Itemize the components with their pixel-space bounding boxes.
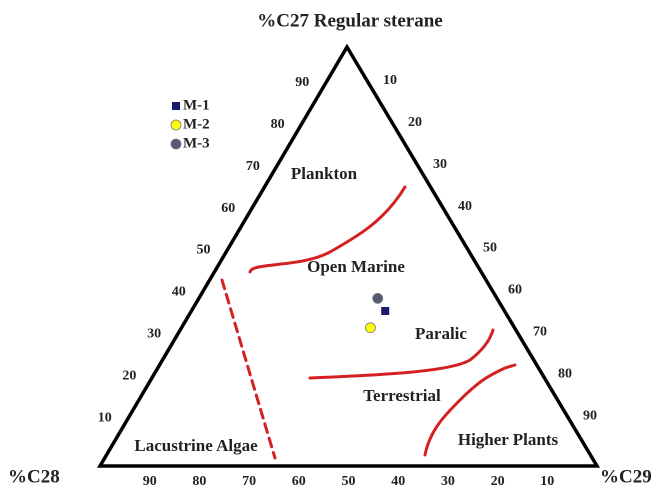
- tick-label: 40: [391, 474, 405, 488]
- boundary: [308, 328, 495, 380]
- legend-marker: [170, 119, 182, 131]
- tick-label: 80: [558, 366, 572, 381]
- legend-label: M-3: [183, 135, 210, 151]
- tick-label: 10: [383, 73, 397, 88]
- legend-label: M-2: [183, 116, 210, 132]
- boundary: [248, 185, 407, 274]
- data-point: [381, 306, 390, 315]
- tick-label: 60: [508, 283, 522, 298]
- region-label: Paralic: [415, 324, 467, 343]
- chart-title: %C27 Regular sterane: [257, 10, 442, 31]
- legend-marker: [172, 102, 180, 110]
- tick-label: 20: [408, 115, 422, 130]
- corner-label: %C28: [8, 466, 60, 487]
- tick-label: 30: [147, 327, 161, 342]
- tick-label: 20: [491, 474, 505, 488]
- region-label: Higher Plants: [458, 430, 559, 449]
- data-point: [364, 322, 376, 334]
- corner-label: %C29: [600, 466, 652, 487]
- boundary: [423, 363, 517, 457]
- tick-label: 40: [172, 285, 186, 300]
- legend-marker: [170, 138, 182, 150]
- region-label: Lacustrine Algae: [134, 436, 258, 455]
- tick-label: 80: [271, 117, 285, 132]
- tick-label: 50: [483, 241, 497, 256]
- tick-label: 60: [292, 474, 306, 488]
- tick-label: 50: [197, 243, 211, 258]
- boundary-dashed: [220, 278, 277, 460]
- tick-label: 50: [342, 474, 356, 488]
- legend-label: M-1: [183, 97, 210, 113]
- tick-label: 30: [433, 157, 447, 172]
- tick-label: 90: [143, 474, 157, 488]
- tick-label: 10: [540, 474, 554, 488]
- data-point: [372, 292, 384, 304]
- tick-label: 70: [246, 159, 260, 174]
- tick-label: 90: [295, 75, 309, 90]
- region-label: Plankton: [291, 164, 358, 183]
- tick-label: 80: [192, 474, 206, 488]
- tick-label: 70: [533, 325, 547, 340]
- tick-label: 20: [122, 368, 136, 383]
- tick-label: 60: [221, 201, 235, 216]
- tick-label: 70: [242, 474, 256, 488]
- tick-label: 10: [98, 410, 112, 425]
- tick-label: 40: [458, 199, 472, 214]
- triangle: [96, 43, 601, 468]
- tick-label: 90: [583, 408, 597, 423]
- region-label: Open Marine: [307, 257, 405, 276]
- tick-label: 30: [441, 474, 455, 488]
- region-label: Terrestrial: [363, 386, 441, 405]
